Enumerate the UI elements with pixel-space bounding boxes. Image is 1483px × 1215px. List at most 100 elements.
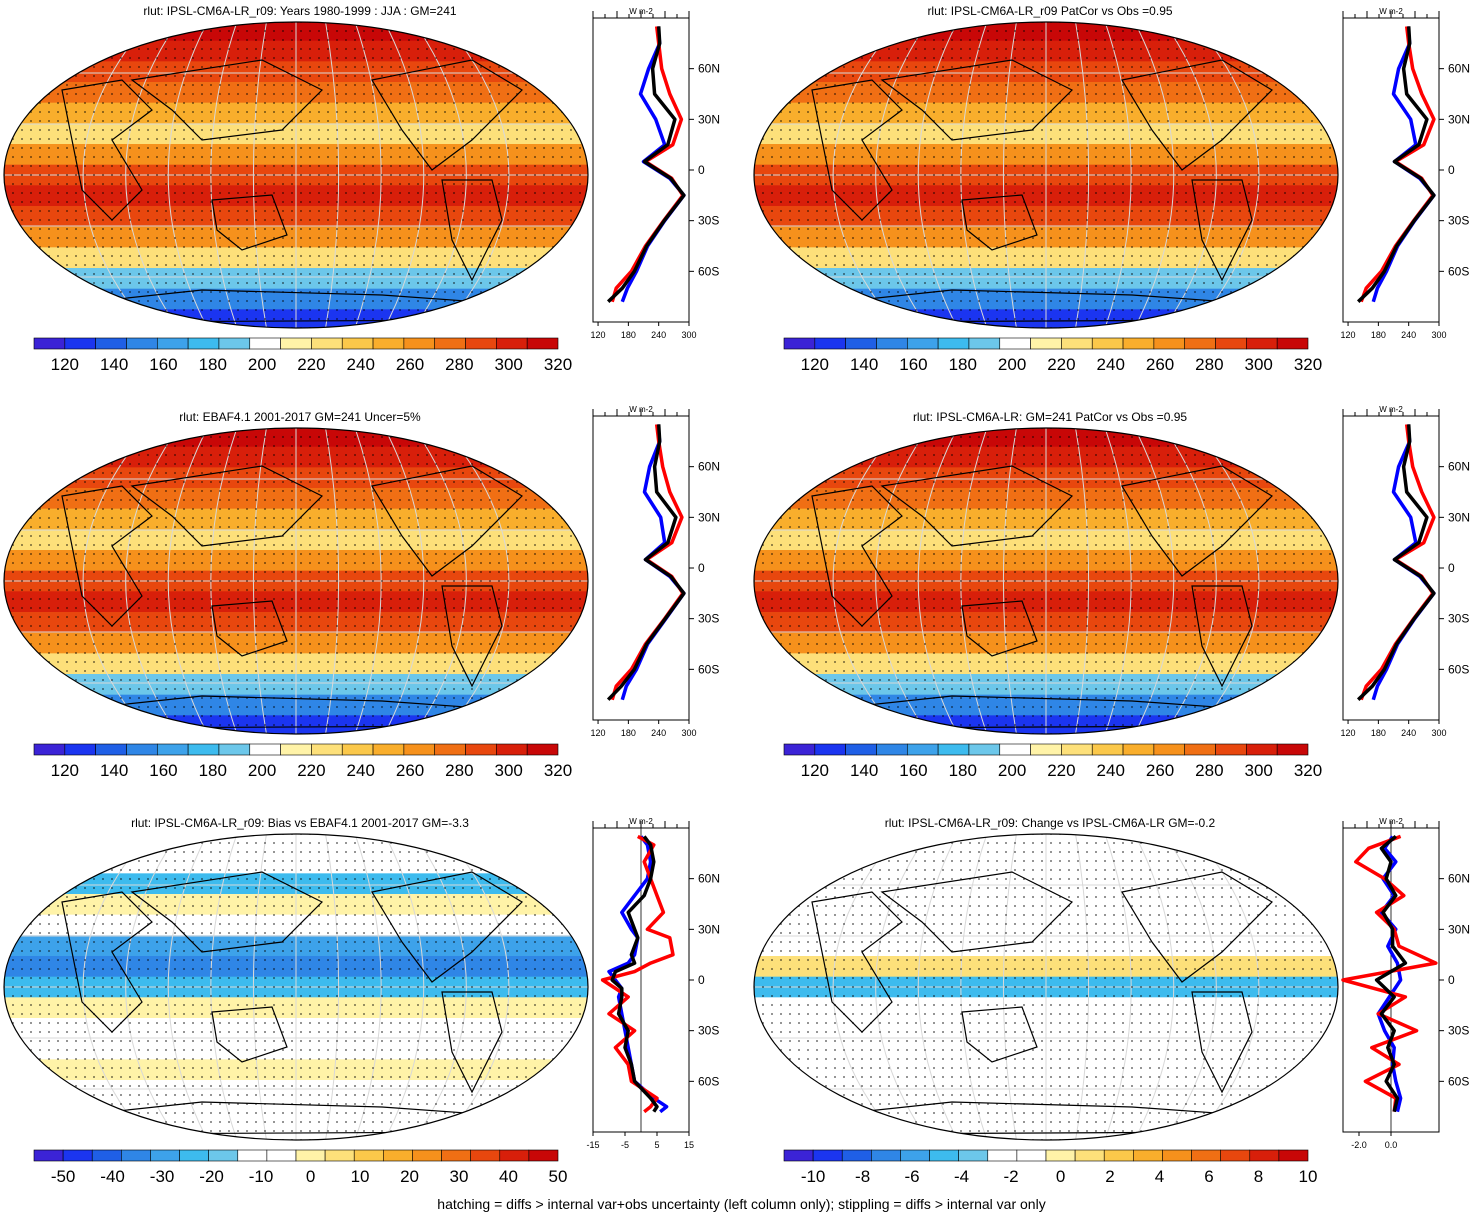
profile-x-tick: 300 — [681, 728, 696, 738]
profile-lat-label: 60S — [1448, 1074, 1469, 1088]
colorbar-label: 20 — [400, 1167, 419, 1186]
profile-lat-label: 30S — [1448, 1024, 1469, 1038]
colorbar-label: 320 — [1294, 355, 1322, 374]
profile-lat-label: 30N — [1448, 510, 1470, 524]
colorbar-swatch — [1045, 1149, 1076, 1162]
profile-x-tick: 240 — [651, 728, 666, 738]
colorbar-label: -40 — [100, 1167, 125, 1186]
colorbar-label: 160 — [149, 761, 177, 780]
colorbar-label: -2 — [1004, 1167, 1019, 1186]
colorbar-swatch — [95, 743, 127, 756]
colorbar-swatch — [121, 1149, 151, 1162]
colorbar-label: 280 — [445, 355, 473, 374]
profile-x-tick: 120 — [1341, 330, 1356, 340]
profile-lat-label: 0 — [698, 561, 705, 575]
footer-note: hatching = diffs > internal var+obs unce… — [437, 1196, 1046, 1212]
profile-unit: W m-2 — [1379, 7, 1403, 16]
colorbar-swatch — [987, 1149, 1018, 1162]
profile-lat-label: 30N — [1448, 112, 1470, 126]
colorbar-swatch — [341, 743, 374, 756]
panel-1-title: rlut: IPSL-CM6A-LR_r09: Years 1980-1999 … — [143, 4, 457, 18]
profile-lat-label: 60N — [1448, 872, 1470, 886]
colorbar-swatch — [187, 743, 220, 756]
colorbar-label: 140 — [100, 355, 128, 374]
colorbar-label: 240 — [347, 355, 375, 374]
colorbar-swatch — [91, 1149, 122, 1162]
colorbar-swatch — [1191, 1149, 1221, 1162]
colorbar-swatch — [812, 1149, 843, 1162]
colorbar-swatch — [1220, 1149, 1251, 1162]
colorbar-swatch — [470, 1149, 501, 1162]
colorbar-label: 180 — [199, 355, 227, 374]
panel-1-colorbar: 120 140 160 180 200 220 240 260 280 300 320 — [33, 337, 572, 374]
colorbar-swatch — [999, 337, 1031, 350]
colorbar-label: -6 — [905, 1167, 920, 1186]
colorbar-swatch — [783, 743, 816, 756]
colorbar-label: 200 — [248, 355, 276, 374]
colorbar-swatch — [403, 743, 436, 756]
colorbar-swatch — [1162, 1149, 1192, 1162]
profile-series-line — [610, 835, 659, 1113]
profile-lat-label: 60N — [698, 872, 720, 886]
colorbar-swatch — [906, 743, 939, 756]
colorbar-label: -20 — [199, 1167, 224, 1186]
colorbar-label: -8 — [855, 1167, 870, 1186]
colorbar-swatch — [1276, 337, 1309, 350]
profile-lat-label: 30S — [698, 1024, 719, 1038]
panel-4-map — [753, 427, 1339, 735]
colorbar-label: 280 — [1195, 761, 1223, 780]
colorbar-label: 120 — [801, 761, 829, 780]
colorbar-swatch — [126, 743, 158, 756]
colorbar-swatch — [1030, 337, 1062, 350]
colorbar-label: 300 — [494, 761, 522, 780]
colorbar-swatch — [1103, 1149, 1134, 1162]
profile-x-tick: -5 — [621, 1140, 629, 1150]
colorbar-label: 320 — [544, 355, 572, 374]
colorbar-swatch — [1122, 743, 1155, 756]
colorbar-swatch — [434, 743, 466, 756]
panel-1-profile: W m-2 60N 30N 0 30S 60S 120 180 240 300 — [591, 7, 720, 340]
colorbar-label: 40 — [499, 1167, 518, 1186]
colorbar-swatch — [968, 337, 1001, 350]
colorbar-swatch — [841, 1149, 872, 1162]
colorbar-swatch — [218, 337, 251, 350]
profile-lat-label: 30S — [698, 214, 719, 228]
colorbar-label: 260 — [396, 355, 424, 374]
panel-4-colorbar: 120 140 160 180 200 220 240 260 280 300 320 — [783, 743, 1322, 780]
colorbar-swatch — [311, 743, 343, 756]
colorbar-swatch — [383, 1149, 413, 1162]
colorbar-swatch — [1215, 743, 1247, 756]
panel-5-profile: W m-2 60N 30N 0 30S 60S -15 -5 5 15 — [586, 817, 720, 1150]
profile-x-tick: 15 — [684, 1140, 694, 1150]
colorbar-swatch — [237, 1149, 268, 1162]
profile-lat-label: 60N — [698, 62, 720, 76]
colorbar-swatch — [845, 743, 877, 756]
profile-lat-label: 30S — [698, 612, 719, 626]
colorbar-label: 120 — [51, 355, 79, 374]
colorbar-swatch — [33, 1149, 64, 1162]
colorbar-label: 0 — [1056, 1167, 1065, 1186]
panel-4-profile: W m-2 60N 30N 0 30S 60S 120 180 240 300 — [1341, 405, 1470, 738]
profile-series-line — [600, 834, 675, 1114]
panel-3-profile: W m-2 60N 30N 0 30S 60S 120 180 240 300 — [591, 405, 720, 738]
panel-5-colorbar: -50 -40 -30 -20 -10 0 10 20 30 40 50 — [33, 1149, 567, 1186]
colorbar-swatch — [249, 337, 281, 350]
panel-3-map — [3, 427, 589, 735]
colorbar-swatch — [1091, 337, 1124, 350]
colorbar-label: 320 — [544, 761, 572, 780]
colorbar-swatch — [900, 1149, 930, 1162]
colorbar-swatch — [783, 1149, 814, 1162]
colorbar-swatch — [783, 337, 816, 350]
colorbar-swatch — [937, 743, 970, 756]
colorbar-swatch — [64, 337, 96, 350]
panel-1-map — [3, 21, 589, 329]
colorbar-swatch — [526, 743, 559, 756]
colorbar-label: 30 — [450, 1167, 469, 1186]
colorbar-label: 120 — [51, 761, 79, 780]
colorbar-label: -50 — [51, 1167, 76, 1186]
profile-x-tick: 120 — [591, 728, 606, 738]
colorbar-label: 2 — [1105, 1167, 1114, 1186]
colorbar-label: 10 — [1299, 1167, 1318, 1186]
panel-2-map — [753, 21, 1339, 329]
panel-6-colorbar: -10 -8 -6 -4 -2 0 2 4 6 8 10 — [783, 1149, 1318, 1186]
